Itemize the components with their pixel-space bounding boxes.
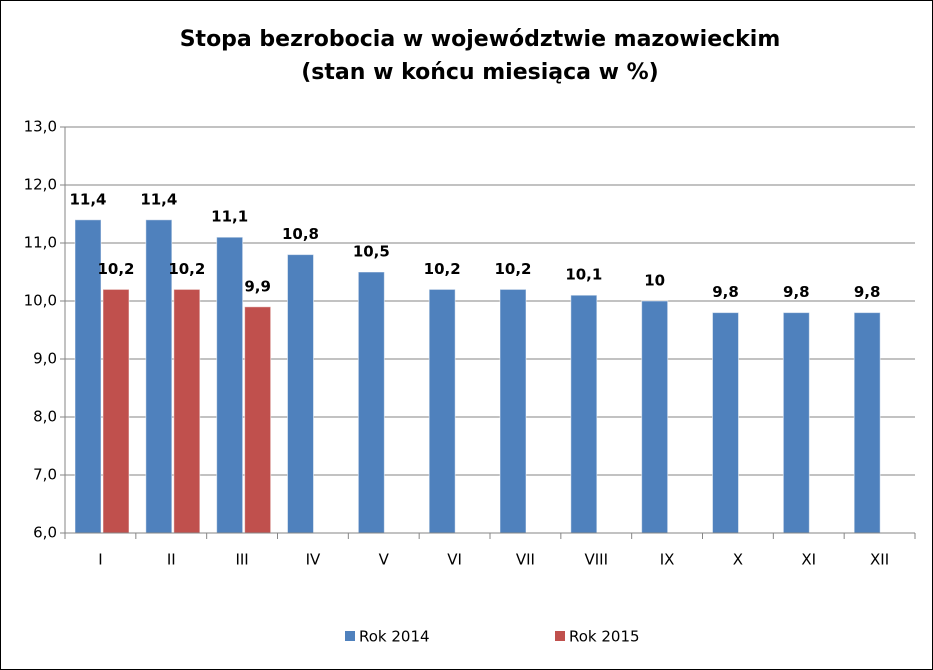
value-label: 10,8 (282, 225, 319, 243)
chart-title: Stopa bezrobocia w województwie mazowiec… (180, 27, 781, 52)
legend-swatch (555, 631, 565, 641)
x-tick-label: VII (516, 551, 535, 569)
value-label: 10,5 (353, 243, 390, 261)
value-label: 10,2 (424, 260, 461, 278)
bar (428, 288, 456, 534)
y-tick-label: 12,0 (24, 176, 57, 194)
x-tick-label: IX (660, 551, 675, 569)
value-label: 11,4 (69, 190, 106, 208)
value-label: 10,2 (97, 260, 134, 278)
bar (712, 312, 739, 534)
chart-subtitle: (stan w końcu miesiąca w %) (301, 60, 659, 85)
bar (74, 219, 102, 534)
value-label: 10,2 (494, 260, 531, 278)
legend-swatch (345, 631, 355, 641)
y-tick-label: 7,0 (33, 466, 57, 484)
value-label: 10 (644, 272, 665, 290)
bar (287, 254, 314, 534)
y-tick-label: 13,0 (24, 118, 57, 136)
y-tick-label: 9,0 (33, 350, 57, 368)
legend-label: Rok 2014 (359, 628, 430, 646)
value-label: 10,2 (168, 260, 205, 278)
x-tick-label: III (235, 551, 248, 569)
bar (641, 300, 669, 534)
value-label: 9,8 (712, 283, 739, 301)
bar (102, 288, 130, 534)
x-tick-label: VI (447, 551, 462, 569)
bar (173, 288, 201, 534)
bar (145, 219, 173, 534)
legend-label: Rok 2015 (569, 628, 640, 646)
bar (570, 294, 598, 534)
x-tick-label: I (98, 551, 102, 569)
bar (216, 236, 244, 534)
y-tick-label: 6,0 (33, 524, 57, 542)
x-tick-label: IV (306, 551, 321, 569)
x-tick-label: X (733, 551, 743, 569)
x-tick-label: V (379, 551, 390, 569)
value-label: 10,1 (565, 266, 602, 284)
x-tick-label: II (167, 551, 176, 569)
value-label: 9,8 (854, 283, 881, 301)
x-tick-label: VIII (584, 551, 608, 569)
x-tick-label: XI (801, 551, 816, 569)
x-tick-label: XII (870, 551, 889, 569)
bar (357, 271, 385, 534)
value-label: 9,9 (244, 277, 271, 295)
y-tick-label: 8,0 (33, 408, 57, 426)
bar (853, 312, 881, 534)
value-label: 11,1 (211, 208, 248, 226)
bar (499, 288, 527, 534)
bar (244, 306, 272, 534)
value-label: 11,4 (140, 190, 177, 208)
bar (782, 312, 810, 534)
y-tick-label: 10,0 (24, 292, 57, 310)
value-label: 9,8 (783, 283, 810, 301)
y-tick-label: 11,0 (24, 234, 57, 252)
